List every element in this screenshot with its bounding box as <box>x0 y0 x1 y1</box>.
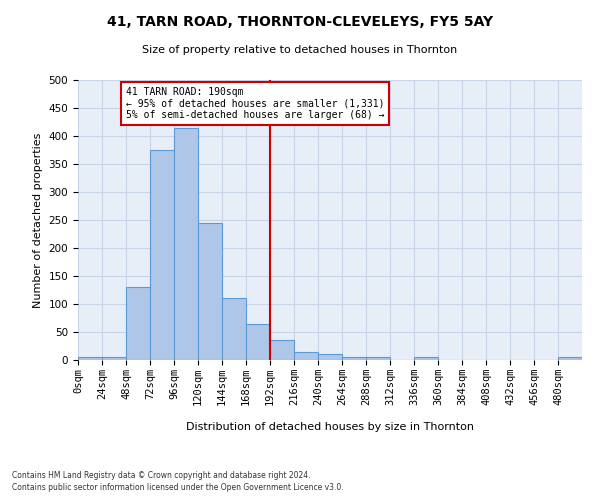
Text: Size of property relative to detached houses in Thornton: Size of property relative to detached ho… <box>142 45 458 55</box>
Bar <box>342 357 366 360</box>
Text: 41 TARN ROAD: 190sqm
← 95% of detached houses are smaller (1,331)
5% of semi-det: 41 TARN ROAD: 190sqm ← 95% of detached h… <box>126 86 385 120</box>
Bar <box>414 357 438 360</box>
Bar <box>78 357 102 360</box>
Bar <box>126 287 150 360</box>
Text: Distribution of detached houses by size in Thornton: Distribution of detached houses by size … <box>186 422 474 432</box>
Bar <box>294 352 318 360</box>
Bar <box>174 128 198 360</box>
Y-axis label: Number of detached properties: Number of detached properties <box>33 132 43 308</box>
Bar <box>150 150 174 360</box>
Bar <box>366 357 390 360</box>
Bar <box>102 357 126 360</box>
Bar <box>270 340 294 360</box>
Text: 41, TARN ROAD, THORNTON-CLEVELEYS, FY5 5AY: 41, TARN ROAD, THORNTON-CLEVELEYS, FY5 5… <box>107 15 493 29</box>
Text: Contains HM Land Registry data © Crown copyright and database right 2024.: Contains HM Land Registry data © Crown c… <box>12 470 311 480</box>
Bar <box>198 223 222 360</box>
Bar <box>246 324 270 360</box>
Bar <box>222 298 246 360</box>
Bar <box>318 354 342 360</box>
Text: Contains public sector information licensed under the Open Government Licence v3: Contains public sector information licen… <box>12 483 344 492</box>
Bar <box>558 357 582 360</box>
